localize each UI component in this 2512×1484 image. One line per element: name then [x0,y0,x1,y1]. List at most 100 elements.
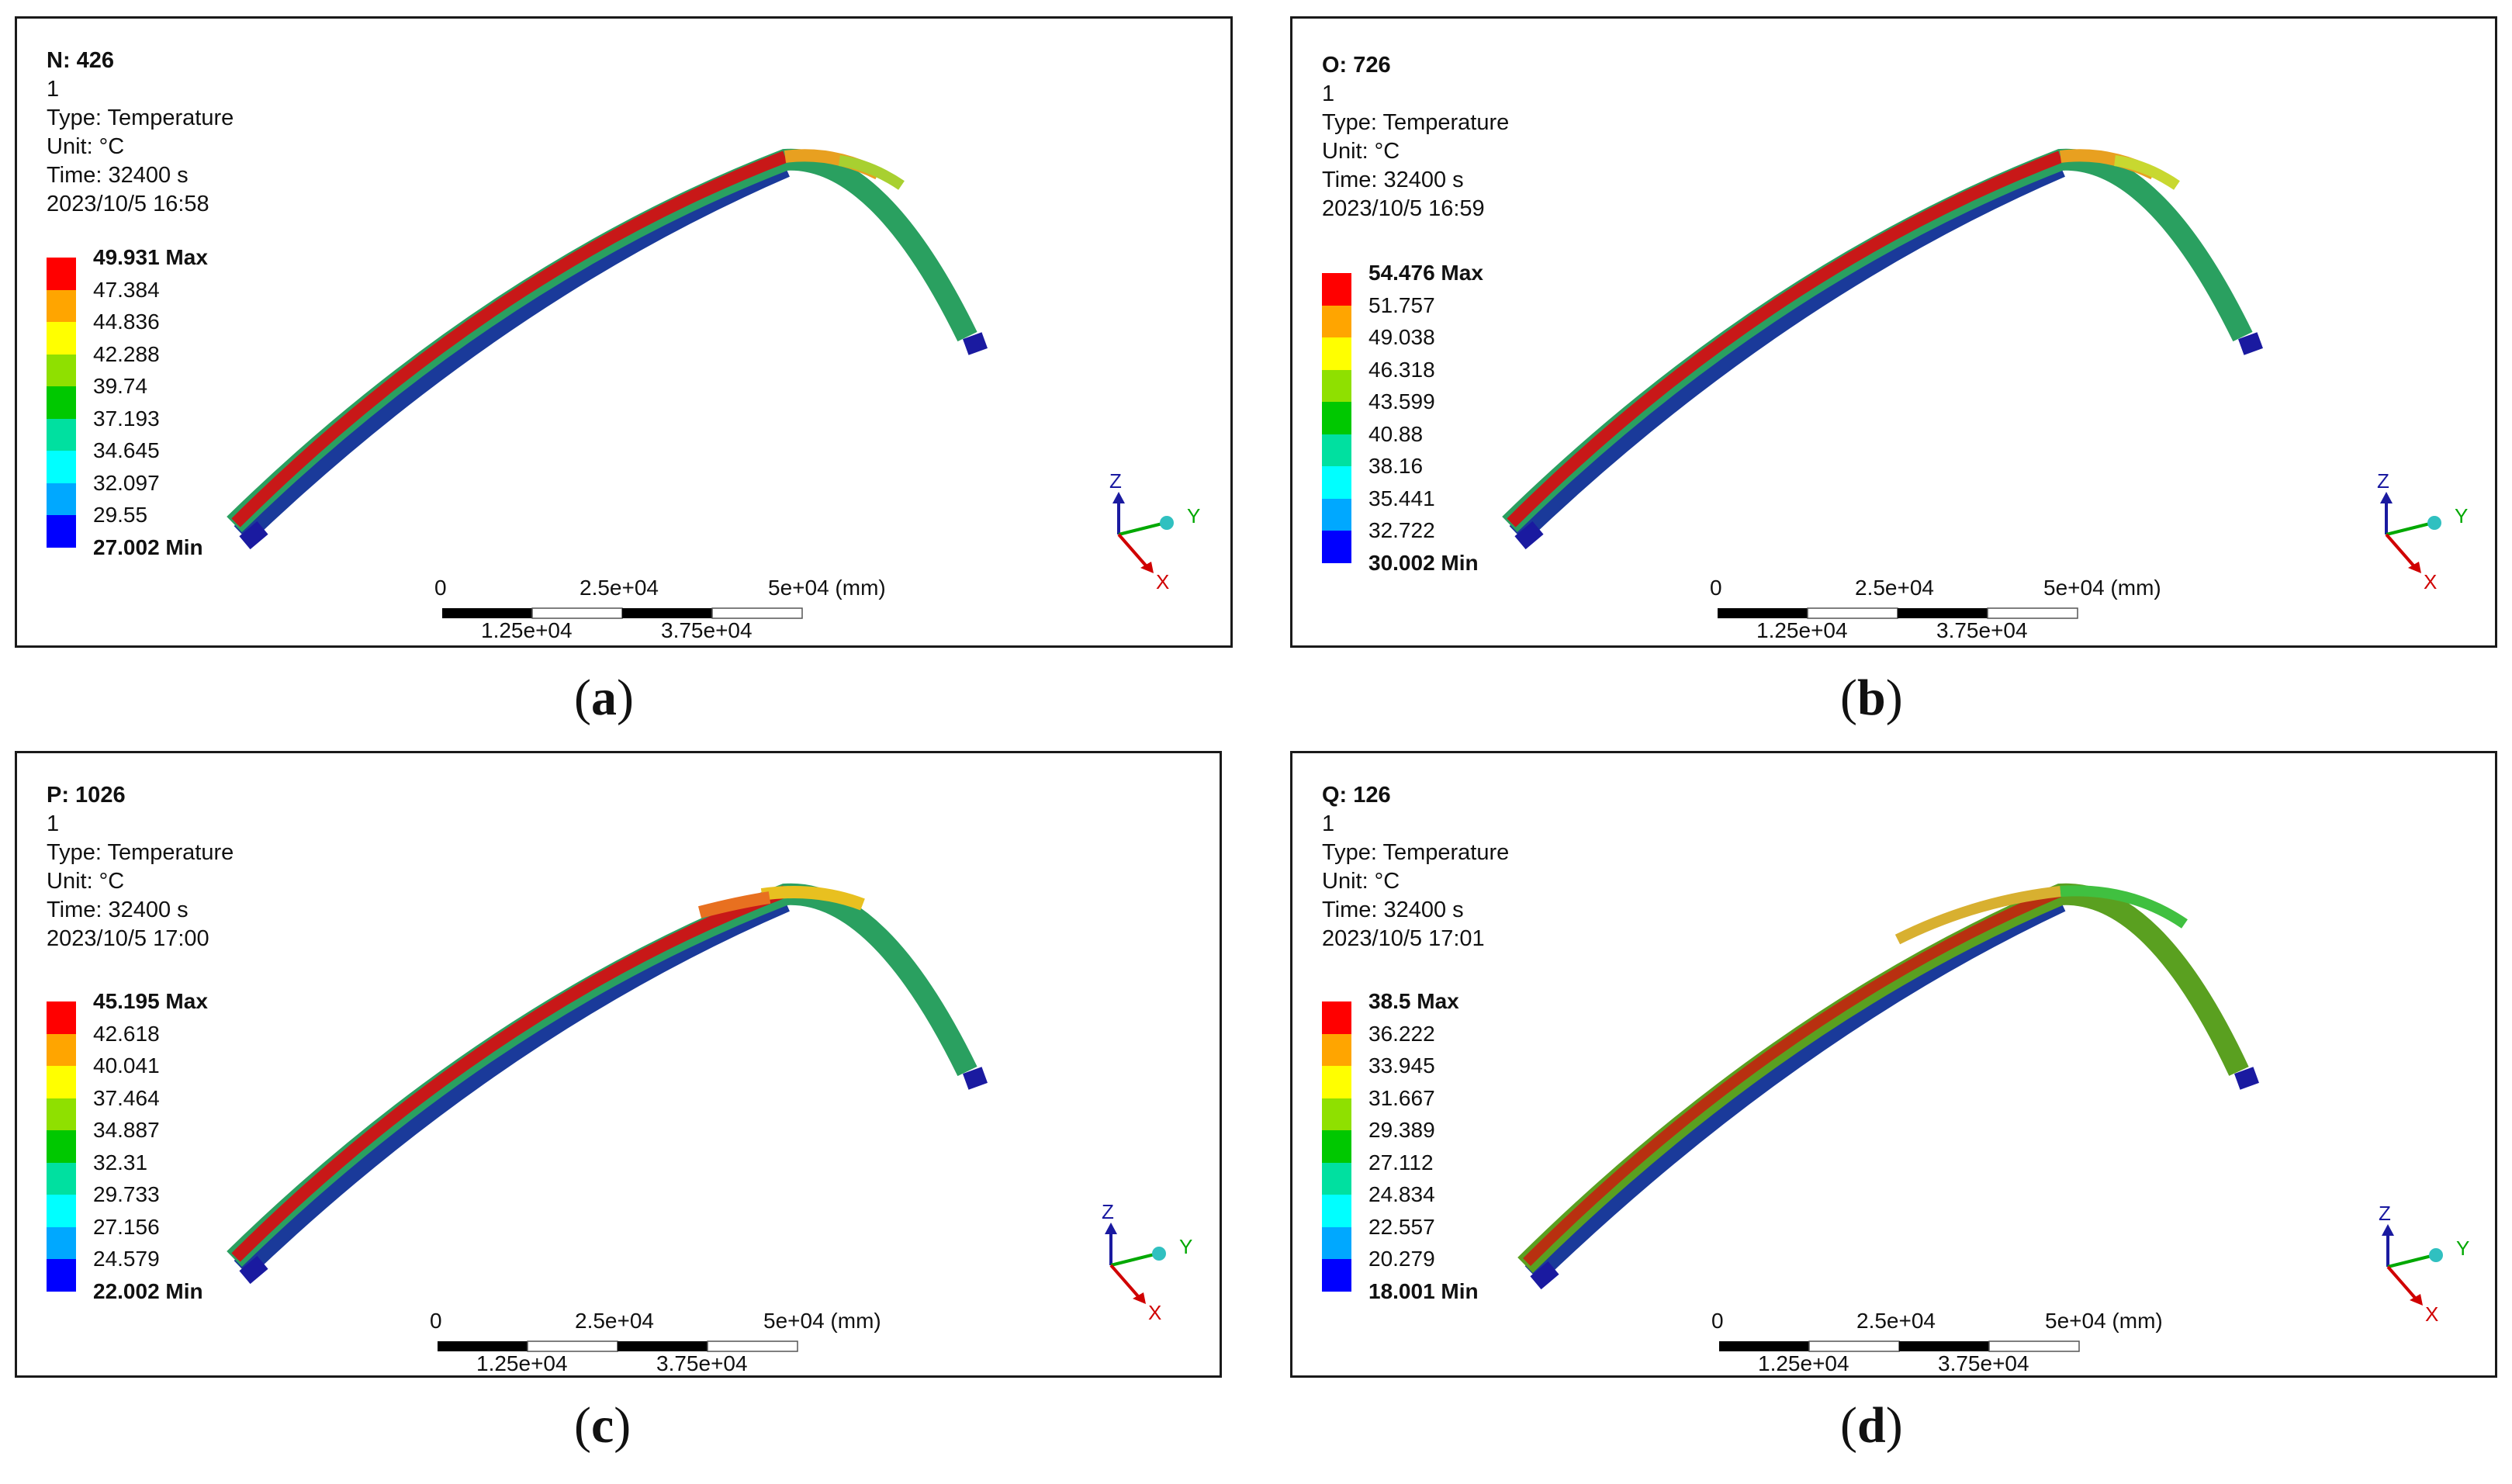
result-date: 2023/10/5 16:59 [1322,196,1485,221]
legend-swatch [1322,337,1351,370]
legend-max: 38.5 Max [1368,989,1459,1013]
scale-label: 0 [1710,576,1722,600]
panel-a: Z Y X N: 426 1 Type: Temperature Unit: °… [15,16,1233,648]
result-set: 1 [1322,81,1335,106]
axis-x-label: X [2424,570,2437,593]
scale-label: 2.5e+04 [580,576,659,600]
legend-value: 29.55 [93,503,148,527]
legend-swatch [1322,531,1351,563]
result-time: Time: 32400 s [1322,898,1464,922]
legend-swatch [1322,305,1351,337]
result-set: 1 [1322,811,1335,836]
legend-max: 45.195 Max [93,989,208,1013]
legend-value: 47.384 [93,277,160,302]
legend-swatch [47,451,76,483]
axis-y-label: Y [1179,1235,1192,1258]
legend-value: 27.112 [1368,1150,1434,1174]
axis-z-label: Z [2377,469,2389,493]
legend-value: 24.579 [93,1247,160,1271]
legend-swatch [47,1130,76,1163]
axis-z-label: Z [2379,1202,2391,1225]
axis-x-label: X [1156,570,1169,593]
caption-c: (c) [574,1397,631,1454]
axis-y-label: Y [2455,504,2468,528]
scale-bar [442,607,803,619]
arch-model: Z Y X [227,883,1192,1352]
result-title: O: 726 [1322,53,1391,78]
legend-swatch [1322,434,1351,466]
axis-triad: Z Y X [1102,1200,1192,1324]
arch-model: Z Y X [227,148,1200,619]
scale-label: 0 [1711,1309,1724,1333]
caption-a: (a) [574,669,634,726]
result-type: Type: Temperature [47,840,234,865]
scale-label: 1.25e+04 [1758,1351,1849,1375]
legend-swatch [47,258,76,290]
legend-swatch [1322,1259,1351,1292]
legend-swatch [1322,1066,1351,1098]
legend-value: 31.667 [1368,1085,1435,1110]
legend-value: 32.097 [93,470,160,495]
legend-swatch [47,418,76,451]
legend-swatch [47,386,76,419]
legend-value: 27.156 [93,1214,160,1239]
legend-min: 22.002 Min [93,1279,203,1303]
result-unit: Unit: °C [1322,869,1400,894]
result-time: Time: 32400 s [1322,168,1464,192]
axis-z-label: Z [1109,469,1122,493]
axis-triad: Z Y X [1109,469,1200,593]
legend-value: 34.645 [93,438,160,462]
result-title: Q: 126 [1322,783,1391,808]
axis-triad: Z Y X [2379,1202,2469,1326]
arch-model: Z Y X [1502,148,2468,619]
legend-min: 27.002 Min [93,535,203,559]
legend-value: 42.618 [93,1021,160,1046]
legend-max: 49.931 Max [93,245,208,269]
result-set: 1 [47,811,60,836]
legend-swatch [47,289,76,322]
caption-b: (b) [1840,669,1903,726]
result-type: Type: Temperature [47,106,234,130]
legend-swatch [1322,1033,1351,1066]
info-header: N: 426 1 Type: Temperature Unit: °C Time… [47,47,234,219]
legend-value: 44.836 [93,310,160,334]
legend-value: 43.599 [1368,389,1435,413]
legend-swatch [1322,1226,1351,1259]
scale-label: 3.75e+04 [1938,1351,2029,1375]
axis-x-label: X [2425,1302,2438,1326]
legend-swatch [1322,1162,1351,1195]
result-date: 2023/10/5 17:01 [1322,926,1485,951]
caption-d: (d) [1840,1397,1903,1454]
scale-bar [1719,1340,2080,1352]
legend-min: 18.001 Min [1368,1279,1479,1303]
scale-label: 2.5e+04 [1856,1309,1936,1333]
legend-value: 37.464 [93,1085,160,1110]
scale-label: 5e+04 (mm) [763,1309,881,1333]
legend-value: 36.222 [1368,1021,1435,1046]
scale-label: 5e+04 (mm) [2043,576,2161,600]
legend-swatch [47,1033,76,1066]
info-header: P: 1026 1 Type: Temperature Unit: °C Tim… [47,781,234,953]
legend-value: 42.288 [93,341,160,366]
legend-value: 40.88 [1368,421,1424,446]
legend-value: 29.389 [1368,1118,1435,1142]
legend-swatch [47,1226,76,1259]
legend-swatch [47,1066,76,1098]
legend-swatch [47,515,76,548]
legend-swatch [1322,1130,1351,1163]
legend-value: 29.733 [93,1182,160,1206]
legend-value: 49.038 [1368,325,1435,349]
axis-triad: Z Y X [2377,469,2468,593]
legend-swatch [47,354,76,386]
result-set: 1 [47,77,60,102]
info-header: Q: 126 1 Type: Temperature Unit: °C Time… [1322,781,1509,953]
arch-model: Z Y X [1517,883,2469,1352]
result-type: Type: Temperature [1322,840,1510,865]
legend-value: 22.557 [1368,1214,1435,1239]
legend-swatch [1322,402,1351,434]
legend-value: 20.279 [1368,1247,1435,1271]
panel-c: Z Y X P: 1026 1 Type: Temperature Unit: … [15,751,1222,1378]
axis-y-label: Y [1187,504,1200,528]
legend-value: 51.757 [1368,292,1435,317]
legend-value: 35.441 [1368,486,1435,510]
